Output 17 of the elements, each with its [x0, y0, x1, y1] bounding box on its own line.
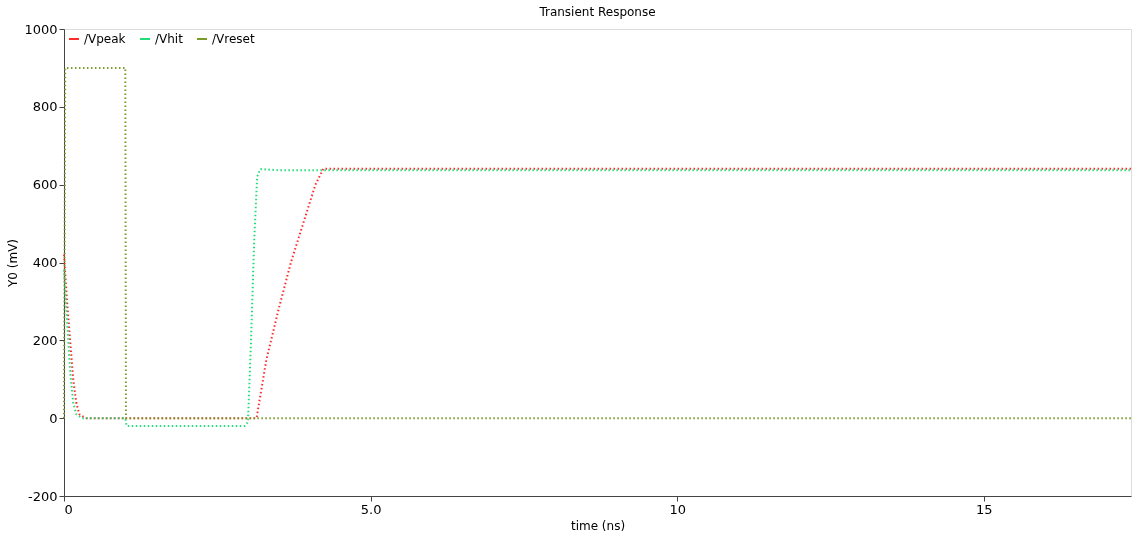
legend-label: /Vpeak	[84, 32, 126, 46]
y-tick-label: 0	[49, 410, 58, 426]
y-tick-label: 800	[32, 99, 58, 115]
x-tick-label: 5.0	[360, 501, 382, 517]
y-tick-label: 200	[32, 332, 58, 348]
x-tick-label: 0	[64, 501, 73, 517]
x-axis-title: time (ns)	[570, 518, 626, 533]
y-tick-label: 400	[32, 255, 58, 270]
legend-label: /Vhit	[155, 32, 184, 46]
legend-label: /Vreset	[212, 32, 255, 46]
x-tick-label: 15	[976, 501, 993, 517]
x-tick-label: 10	[669, 501, 686, 517]
y-axis-title: Y0 (mV)	[6, 238, 21, 289]
y-tick-label: 600	[32, 177, 58, 193]
chart-title: Transient Response	[538, 5, 656, 19]
y-tick-label: -200	[27, 488, 58, 504]
y-tick-label: 1000	[24, 21, 58, 37]
